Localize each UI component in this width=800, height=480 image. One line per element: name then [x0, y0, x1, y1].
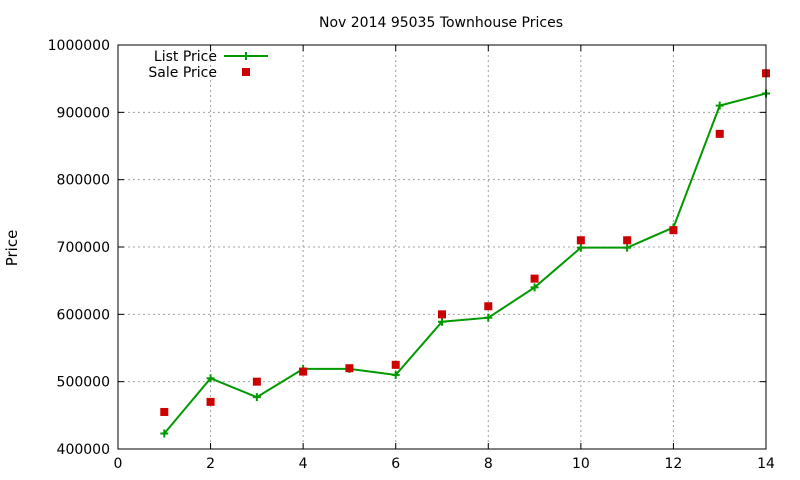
sale-price-point — [206, 397, 215, 406]
x-tick-label: 6 — [391, 456, 400, 472]
sale-price-point — [715, 129, 724, 138]
list-price-line — [163, 92, 767, 435]
list-price-point — [576, 243, 585, 252]
chart-title: Nov 2014 95035 Townhouse Prices — [319, 15, 563, 31]
x-tick-label: 0 — [114, 456, 123, 472]
y-tick-label: 600000 — [57, 307, 110, 323]
y-tick-label: 800000 — [57, 173, 110, 189]
list-price-point — [530, 283, 539, 292]
sale-price-point — [299, 367, 308, 376]
sale-price-point — [669, 226, 678, 235]
y-tick-label: 1000000 — [48, 38, 110, 54]
x-tick-label: 8 — [484, 456, 493, 472]
grid-lines — [118, 45, 766, 449]
list-price-point — [160, 429, 169, 438]
list-price-point — [252, 393, 261, 402]
sale-price-point — [391, 360, 400, 369]
y-tick-label: 700000 — [57, 240, 110, 256]
list-price-point — [484, 313, 493, 322]
list-price-point — [206, 374, 215, 383]
sale-price-point — [438, 310, 446, 319]
sale-price-point — [623, 236, 632, 245]
list-price-point — [715, 101, 724, 110]
y-tick-label: 400000 — [57, 442, 110, 458]
sale-price-point — [576, 236, 585, 245]
y-axis-label: Price — [3, 230, 21, 267]
x-tick-label: 14 — [757, 456, 775, 472]
legend-label: List Price — [154, 49, 217, 65]
y-tick-label: 500000 — [57, 375, 110, 391]
list-price-point — [438, 317, 446, 326]
sale-price-point — [252, 377, 261, 386]
sale-price-point — [345, 364, 354, 373]
sale-price-point — [530, 274, 539, 283]
y-tick-label: 900000 — [57, 105, 110, 121]
x-tick-label: 12 — [665, 456, 683, 472]
axis-ticks: 0 2 4 6 8 10 12 14 400000 500000 600000 700000 80000… — [48, 38, 775, 472]
x-tick-label: 4 — [299, 456, 308, 472]
x-tick-label: 2 — [206, 456, 215, 472]
data-series — [160, 69, 770, 438]
sale-price-point — [484, 302, 493, 311]
x-tick-label: 10 — [572, 456, 590, 472]
list-price-point — [391, 370, 400, 379]
legend-square-swatch — [242, 68, 250, 76]
sale-price-point — [160, 407, 169, 416]
list-price-point — [623, 243, 632, 252]
legend-plus-swatch — [242, 52, 250, 60]
legend-label: Sale Price — [148, 65, 217, 81]
